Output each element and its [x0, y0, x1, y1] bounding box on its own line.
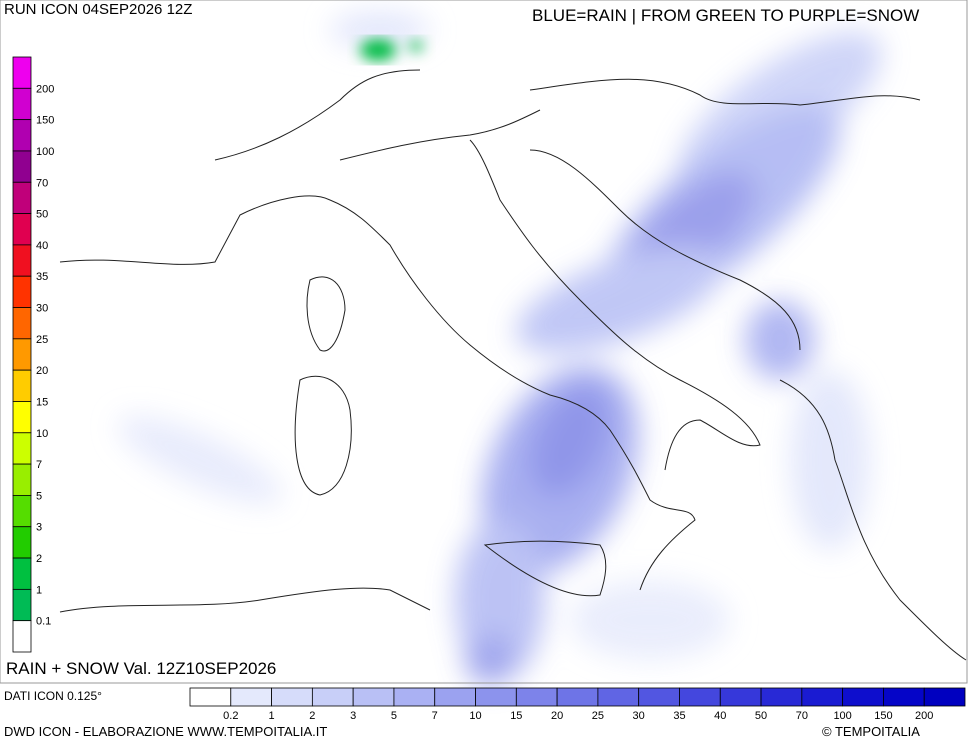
snow-scale-box	[12, 56, 32, 89]
rain-scale-box	[679, 687, 721, 707]
snow-scale-label: 25	[36, 334, 48, 346]
rain-scale-label: 200	[915, 710, 933, 722]
rain-scale-box	[760, 687, 803, 707]
rain-scale-box	[597, 687, 640, 707]
snow-scale-label: 50	[36, 209, 48, 221]
snow-scale-label: 30	[36, 303, 48, 315]
rain-scale-box	[638, 687, 680, 707]
run-label: RUN ICON 04SEP2026 12Z	[4, 1, 193, 18]
snow-scale-box	[12, 338, 32, 371]
rain-scale-label: 3	[350, 710, 356, 722]
snow-scale-box	[12, 620, 32, 653]
rain-scale-label: 100	[833, 710, 851, 722]
snow-scale-box	[12, 432, 32, 465]
rain-scale-box	[475, 687, 517, 707]
rain-scale-label: 25	[592, 710, 604, 722]
precipitation	[117, 12, 882, 685]
snow-scale-label: 10	[36, 428, 48, 440]
snow-scale-box	[12, 463, 32, 496]
snow-scale-label: 100	[36, 146, 54, 158]
valid-time: RAIN + SNOW Val. 12Z10SEP2026	[6, 659, 277, 678]
snow-scale-label: 5	[36, 490, 42, 502]
rain-scale-label: 10	[469, 710, 481, 722]
snow-scale-label: 3	[36, 522, 42, 534]
snow	[360, 39, 423, 61]
rain-scale-box	[189, 687, 232, 707]
snow-scale-label: 70	[36, 177, 48, 189]
rain-scale-label: 50	[755, 710, 767, 722]
rain-scale-label: 30	[633, 710, 645, 722]
snow-scale-label: 200	[36, 83, 54, 95]
legend-note: BLUE=RAIN | FROM GREEN TO PURPLE=SNOW	[532, 6, 920, 25]
snow-scale-label: 7	[36, 459, 42, 471]
snow-scale-box	[12, 181, 32, 214]
snow-scale-box	[12, 213, 32, 246]
map-frame	[0, 0, 968, 684]
rain-scale-box	[352, 687, 395, 707]
snow-scale-label: 0.1	[36, 616, 51, 628]
rain-scale-label: 40	[714, 710, 726, 722]
snow-scale-label: 1	[36, 584, 42, 596]
snow-scale-box	[12, 557, 32, 590]
snow-scale-box	[12, 369, 32, 402]
rain-scale-box	[230, 687, 272, 707]
snow-scale-box	[12, 588, 32, 622]
rain-scale-box	[719, 687, 762, 707]
snow-scale-box	[12, 119, 32, 152]
rain-scale-box	[923, 687, 966, 707]
snow-scale-box	[12, 244, 32, 277]
rain-scale-box	[883, 687, 925, 707]
rain-scale-label: 150	[874, 710, 892, 722]
snow-scale-label: 150	[36, 115, 54, 127]
rain-scale-box	[311, 687, 354, 707]
snow-scale-label: 40	[36, 240, 48, 252]
snow-scale-box	[12, 275, 32, 308]
rain-scale-box	[434, 687, 476, 707]
rain-scale-box	[515, 687, 558, 707]
snow-scale-box	[12, 307, 32, 340]
rain-scale-label: 7	[432, 710, 438, 722]
rain-scale-box	[801, 687, 844, 707]
snow-scale-box	[12, 87, 32, 121]
rain-scale-label: 0.2	[223, 710, 238, 722]
rain-scale-label: 20	[551, 710, 563, 722]
snow-scale: 200 150 100 70 50 40 35 30 25 20 15 10 7 5 3 2 1 0.1	[12, 56, 54, 653]
snow-scale-label: 35	[36, 271, 48, 283]
rain-scale-box	[393, 687, 436, 707]
snow-scale-box	[12, 401, 32, 434]
rain-scale-label: 35	[673, 710, 685, 722]
rain-scale-label: 2	[309, 710, 315, 722]
snow-scale-box	[12, 150, 32, 183]
copyright: © TEMPOITALIA	[822, 724, 920, 739]
rain-scale-box	[271, 687, 313, 707]
rain-scale-label: 15	[510, 710, 522, 722]
snow-scale-label: 15	[36, 396, 48, 408]
rain-scale-label: 1	[269, 710, 275, 722]
coastlines	[59, 69, 967, 661]
rain-scale: 0.2 1 2 3 5 7 10 15 20 25 30 35 40 50 70 100 150 200	[189, 687, 966, 722]
rain-scale-label: 70	[796, 710, 808, 722]
rain-scale-box	[842, 687, 884, 707]
snow-scale-label: 20	[36, 365, 48, 377]
data-source: DATI ICON 0.125°	[4, 689, 102, 703]
snow-scale-box	[12, 495, 32, 528]
snow-scale-label: 2	[36, 553, 42, 565]
rain-scale-label: 5	[391, 710, 397, 722]
rain-scale-box	[556, 687, 599, 707]
snow-scale-box	[12, 526, 32, 559]
credit: DWD ICON - ELABORAZIONE WWW.TEMPOITALIA.…	[4, 724, 328, 739]
